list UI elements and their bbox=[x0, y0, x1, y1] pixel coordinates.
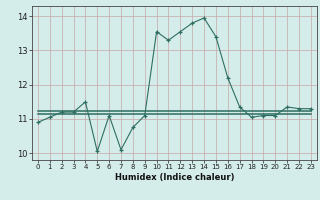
X-axis label: Humidex (Indice chaleur): Humidex (Indice chaleur) bbox=[115, 173, 234, 182]
